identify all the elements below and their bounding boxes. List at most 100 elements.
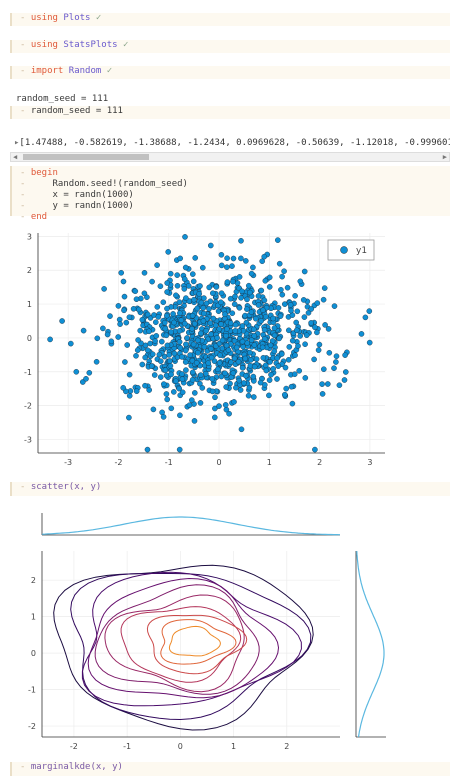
scatter-point (289, 400, 296, 407)
scatter-point (322, 322, 328, 328)
cell-using-statsplots[interactable]: - using StatsPlots ✓ (10, 40, 450, 53)
scatter-point (189, 271, 196, 277)
scatter-point (239, 323, 246, 329)
scatter-point (104, 331, 111, 338)
scatter-point (216, 360, 223, 366)
legend-marker (340, 246, 348, 254)
scatter-point (325, 326, 332, 332)
scatter-point (275, 363, 282, 369)
scatter-point (133, 352, 139, 359)
scatter-point (261, 327, 268, 333)
scatter-point (333, 353, 340, 359)
scatter-point (258, 318, 264, 324)
scatter-point (226, 410, 232, 417)
cell-code: random_seed = 111 (30, 106, 123, 116)
scatter-point (107, 313, 113, 319)
scatter-point (136, 306, 142, 313)
cell-random-seed[interactable]: - random_seed = 111 (10, 106, 450, 119)
scatter-point (144, 446, 151, 453)
scatter-point (142, 382, 148, 389)
scatter-point (154, 262, 160, 268)
scatter-point (366, 308, 373, 314)
x-tick-label: 2 (284, 742, 289, 751)
cell-dash: - (20, 106, 26, 116)
cell-dash: - (20, 482, 26, 492)
horizontal-scrollbar[interactable]: ◀ ▶ (10, 152, 450, 162)
scatter-point (177, 310, 183, 316)
right-marginal-density (355, 550, 386, 738)
scatter-point (134, 347, 141, 353)
scatter-point (164, 305, 170, 312)
scatter-point (262, 278, 269, 284)
scatter-point (326, 350, 333, 356)
scatter-point (320, 366, 327, 372)
cell-marginalkde[interactable]: - marginalkde(x, y) (10, 762, 450, 776)
scatter-point (342, 352, 348, 358)
scatter-point (223, 342, 230, 349)
scatter-point (203, 370, 209, 377)
scatter-point (250, 394, 257, 400)
scatter-point (207, 320, 214, 326)
contour-line (53, 564, 314, 731)
scatter-point (164, 289, 170, 295)
scatter-point (231, 355, 238, 362)
scroll-right-icon[interactable]: ▶ (442, 153, 447, 161)
scatter-point (156, 351, 163, 358)
scatter-point (118, 270, 124, 276)
scatter-point (101, 286, 107, 292)
scatter-point (284, 284, 291, 291)
plot-grid (38, 233, 385, 453)
scatter-point (168, 405, 175, 412)
scatter-point (207, 242, 214, 249)
plot-axes: -2 -1 0 1 2 -2 -1 0 1 2 (28, 551, 340, 751)
keyword-begin: begin (30, 168, 58, 178)
scatter-point (236, 305, 243, 311)
cell-using-plots[interactable]: - using Plots ✓ (10, 13, 450, 26)
expand-triangle-icon[interactable]: ▸ (14, 138, 20, 148)
scatter-point (223, 333, 229, 339)
scatter-point (47, 336, 53, 343)
scatter-point (266, 377, 273, 383)
scatter-point (179, 354, 185, 360)
scatter-point (270, 315, 276, 322)
scatter-point (146, 387, 152, 393)
cell-begin-block[interactable]: - begin - Random.seed!(random_seed) - x … (10, 166, 450, 222)
scatter-point (302, 341, 308, 347)
cell-scatter[interactable]: - scatter(x, y) (10, 482, 450, 496)
scatter-point (141, 290, 148, 297)
scatter-point (188, 397, 195, 403)
scatter-point (279, 291, 286, 298)
scatter-point (208, 354, 215, 361)
scatter-plot: -3 -2 -1 0 1 2 3 -3 -2 -1 0 1 2 3 y1 (24, 232, 385, 467)
scatter-point (120, 384, 126, 391)
scatter-plot-output: -3 -2 -1 0 1 2 3 -3 -2 -1 0 1 2 3 y1 (10, 225, 450, 475)
scatter-point (259, 344, 266, 351)
scatter-point (208, 346, 214, 352)
scatter-point (200, 318, 207, 324)
scatter-point (331, 303, 338, 309)
scatter-point (115, 303, 122, 309)
scatter-point (239, 338, 246, 345)
x-tick-label: 3 (367, 458, 372, 467)
cell-import-random[interactable]: - import Random ✓ (10, 66, 450, 79)
scatter-point (152, 338, 158, 344)
scatter-point (230, 370, 237, 376)
scatter-point (139, 361, 146, 368)
scroll-thumb[interactable] (23, 154, 149, 160)
scatter-point (274, 237, 281, 243)
scroll-left-icon[interactable]: ◀ (13, 153, 18, 161)
scatter-point (331, 365, 337, 371)
scatter-point (253, 356, 260, 362)
scatter-point (189, 376, 196, 383)
scatter-point (124, 342, 130, 348)
array-output[interactable]: ▸[1.47488, -0.582619, -1.38688, -1.2434,… (14, 137, 450, 149)
scatter-point (271, 348, 278, 355)
scatter-point (285, 356, 292, 363)
scatter-point (239, 288, 245, 295)
scatter-point (191, 296, 197, 303)
scatter-point (94, 335, 101, 342)
legend-label: y1 (356, 246, 367, 256)
scatter-point (288, 307, 294, 314)
scatter-point (266, 392, 272, 399)
check-icon: ✓ (95, 13, 102, 23)
